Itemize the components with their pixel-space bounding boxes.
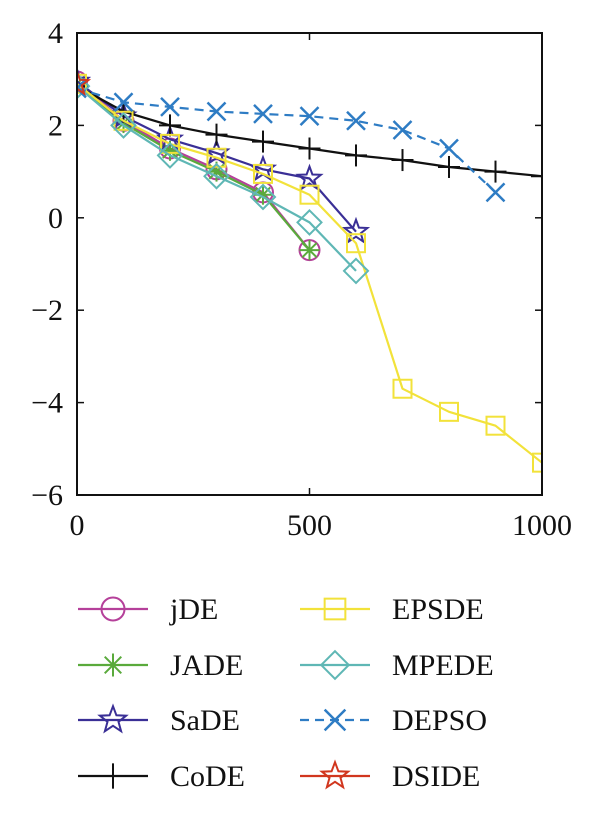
series-line-epsde: [77, 82, 543, 464]
y-tick-label: 4: [48, 17, 63, 50]
legend-marker: [319, 759, 351, 790]
series-line-mpede: [77, 85, 357, 272]
point-mpede: [110, 111, 137, 139]
point-code: [159, 114, 181, 137]
point-depso: [346, 110, 366, 131]
legend-item-depso: DEPSO: [300, 704, 487, 737]
series-layer: [77, 66, 543, 473]
point-depso: [160, 97, 180, 117]
point-epsde: [439, 401, 459, 422]
legend-marker: [323, 708, 347, 732]
legend-item-jde: jDE: [78, 593, 218, 626]
point-jade: [299, 240, 320, 261]
series-dside: [77, 68, 92, 96]
point-epsde: [113, 110, 134, 131]
point-epsde: [392, 378, 413, 399]
y-tick-label: −2: [31, 294, 63, 327]
legend-label: jDE: [169, 593, 218, 626]
point-code: [438, 155, 460, 178]
series-line-depso: [77, 87, 497, 194]
legend-item-code: CoDE: [78, 760, 245, 793]
point-mpede: [156, 142, 184, 169]
legend-item-mpede: MPEDE: [300, 649, 494, 682]
series-sade: [77, 66, 371, 244]
y-tick-label: −6: [31, 479, 63, 512]
point-epsde: [485, 415, 506, 436]
legend-item-sade: SaDE: [78, 703, 240, 737]
legend-label: SaDE: [170, 704, 240, 737]
y-tick-label: 2: [48, 109, 63, 142]
point-epsde: [160, 133, 180, 154]
point-code: [391, 149, 414, 172]
point-depso: [392, 120, 413, 140]
legend-item-jade: JADE: [78, 649, 243, 682]
point-dside: [77, 68, 92, 96]
legend-label: DEPSO: [392, 704, 487, 737]
legend-marker: [319, 649, 351, 681]
point-mpede: [296, 209, 323, 236]
legend-label: MPEDE: [392, 649, 494, 682]
legend-label: JADE: [170, 649, 243, 682]
legend-marker: [100, 596, 126, 622]
point-depso: [253, 103, 273, 124]
point-depso: [77, 78, 87, 99]
point-code: [77, 75, 88, 98]
point-depso: [113, 92, 134, 113]
legend-item-epsde: EPSDE: [300, 593, 484, 626]
series-depso: [77, 78, 506, 203]
point-sade: [295, 163, 324, 191]
y-tick-label: 0: [48, 202, 63, 235]
legend-label: CoDE: [170, 760, 245, 793]
point-depso: [299, 106, 320, 127]
axes-layer: 0 500 1000 4 2 0 −2 −4 −6: [31, 17, 572, 542]
point-depso: [485, 182, 506, 203]
y-tick-label: −4: [31, 387, 63, 420]
point-sade: [341, 216, 371, 244]
point-code: [205, 123, 228, 146]
legend-marker: [323, 597, 347, 621]
legend-label: DSIDE: [392, 760, 480, 793]
x-tick-label: 500: [287, 509, 332, 542]
point-epsde: [253, 163, 273, 184]
legend: jDE JADE SaDE CoDE EPSDE MPEDE DEPSO DSIDE: [78, 593, 494, 793]
point-mpede: [203, 162, 230, 190]
point-code: [484, 160, 507, 183]
legend-marker: [100, 763, 126, 789]
point-code: [298, 137, 321, 160]
plot-frame: [76, 32, 543, 496]
point-epsde: [299, 184, 320, 205]
point-epsde: [346, 233, 366, 254]
legend-marker: [97, 703, 129, 734]
legend-item-dside: DSIDE: [300, 759, 480, 793]
point-depso: [206, 101, 227, 122]
point-depso: [439, 138, 459, 159]
x-tick-label: 1000: [512, 509, 572, 542]
point-epsde: [206, 147, 227, 168]
point-code: [252, 130, 274, 153]
point-code: [345, 144, 367, 167]
legend-label: EPSDE: [392, 593, 484, 626]
point-mpede: [249, 183, 277, 211]
x-tick-label: 0: [70, 509, 85, 542]
point-mpede: [342, 257, 370, 285]
legend-marker: [101, 653, 125, 677]
